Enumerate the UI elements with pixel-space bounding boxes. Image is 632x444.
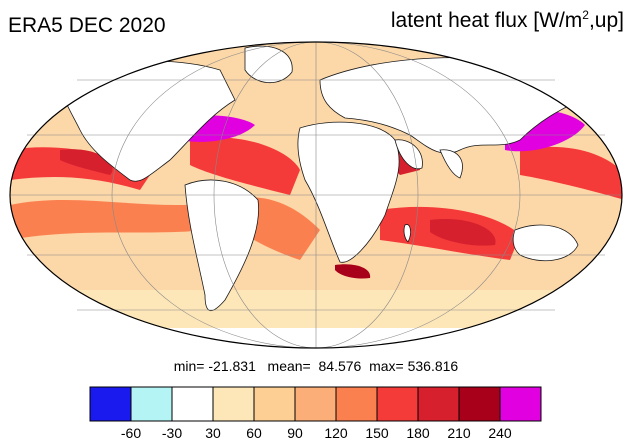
variable-title-exponent: 2 <box>582 8 589 22</box>
colorbar-tick-label: 30 <box>205 425 221 441</box>
statistics-line: min= -21.831 mean= 84.576 max= 536.816 <box>173 358 459 374</box>
colorbar-labels: -60 -30 30 60 90 120 150 180 210 240 <box>121 425 512 441</box>
colorbar-box <box>417 386 460 422</box>
dataset-title: ERA5 DEC 2020 <box>8 14 166 37</box>
colorbar-tick-label: 150 <box>365 425 389 441</box>
colorbar-boxes <box>89 386 542 422</box>
south-america <box>184 179 259 312</box>
atlantic-band <box>190 137 300 195</box>
variable-title-suffix: ,up] <box>588 9 624 32</box>
colorbar-box <box>335 386 378 422</box>
africa <box>297 121 400 263</box>
north-pacific-band <box>10 147 150 190</box>
colorbar-box <box>212 386 255 422</box>
colorbar-tick-label: 90 <box>287 425 303 441</box>
colorbar-box <box>130 386 173 422</box>
variable-title: latent heat flux [W/m2,up] <box>391 8 624 33</box>
globe-border <box>9 41 623 349</box>
west-pacific-band <box>520 146 622 200</box>
colorbar-box <box>171 386 214 422</box>
colorbar-tick-label: -60 <box>121 425 141 441</box>
colorbar-tick-label: 210 <box>447 425 471 441</box>
colorbar: -60 -30 30 60 90 120 150 180 210 240 <box>89 386 542 441</box>
colorbar-tick-label: 240 <box>488 425 512 441</box>
madagascar <box>403 224 411 243</box>
indian-ocean-core <box>430 219 496 246</box>
australia <box>512 224 579 262</box>
colorbar-box <box>294 386 337 422</box>
agulhas-band <box>335 264 371 279</box>
colorbar-tick-label: 180 <box>406 425 430 441</box>
colorbar-box <box>499 386 542 422</box>
colorbar-box <box>253 386 296 422</box>
world-map <box>9 41 623 349</box>
colorbar-box <box>89 386 132 422</box>
colorbar-box <box>376 386 419 422</box>
south-pacific-band <box>10 200 240 240</box>
colorbar-box <box>458 386 501 422</box>
variable-title-prefix: latent heat flux [W/m <box>390 9 583 32</box>
colorbar-tick-label: 60 <box>246 425 262 441</box>
india <box>439 149 463 179</box>
colorbar-tick-label: -30 <box>162 425 182 441</box>
colorbar-tick-label: 120 <box>324 425 348 441</box>
